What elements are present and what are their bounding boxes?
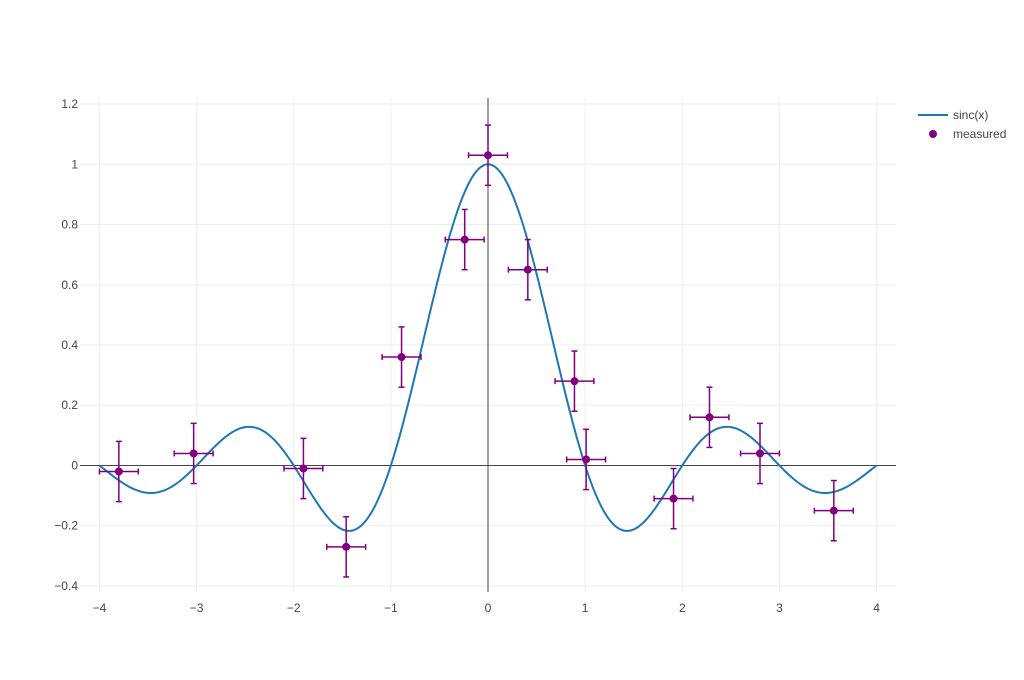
x-tick-label: 0	[485, 601, 492, 615]
data-marker	[669, 494, 678, 503]
x-tick-label: 4	[873, 601, 880, 615]
legend-label: sinc(x)	[953, 108, 988, 122]
data-point	[565, 428, 607, 491]
legend-item-sinc-x[interactable]: sinc(x)	[918, 108, 988, 122]
y-tick-label: 0.6	[61, 278, 78, 292]
x-tick-label: 2	[679, 601, 686, 615]
y-tick-label: 1.2	[61, 97, 78, 111]
y-tick-label: 0.8	[61, 218, 78, 232]
x-tick-label: 3	[776, 601, 783, 615]
x-tick-label: −2	[287, 601, 301, 615]
data-point	[173, 422, 214, 485]
data-marker	[460, 235, 469, 244]
x-tick-label: 1	[582, 601, 589, 615]
data-marker	[397, 353, 406, 362]
x-axis-ticks: −4 −3 −2 −1 0 1 2 3 4	[93, 601, 881, 615]
data-point	[381, 326, 422, 388]
data-marker	[570, 377, 579, 386]
data-marker	[756, 449, 764, 458]
x-tick-label: −3	[190, 601, 204, 615]
y-tick-label: −0.2	[54, 519, 78, 533]
data-marker	[705, 413, 714, 422]
series-layer	[98, 124, 878, 578]
y-tick-label: −0.4	[54, 579, 78, 593]
legend-label: measured	[953, 127, 1006, 141]
x-tick-label: −1	[384, 601, 398, 615]
data-marker	[484, 151, 492, 160]
data-point	[689, 386, 730, 449]
data-point	[739, 422, 781, 485]
data-point	[283, 437, 324, 500]
data-point	[813, 479, 855, 542]
y-tick-label: 1	[71, 157, 78, 171]
y-tick-label: 0.4	[61, 338, 78, 352]
data-point	[444, 208, 485, 271]
data-point	[325, 515, 367, 578]
legend[interactable]: sinc(x) measured	[918, 108, 1006, 141]
y-tick-label: 0	[71, 458, 78, 472]
data-marker	[582, 455, 591, 464]
y-axis-ticks: −0.4 −0.2 0 0.2 0.4 0.6 0.8 1 1.2	[54, 97, 78, 593]
data-marker	[523, 265, 532, 274]
data-marker	[114, 467, 123, 476]
legend-item-measured[interactable]: measured	[929, 127, 1006, 141]
data-point	[554, 350, 595, 413]
data-marker	[342, 542, 351, 551]
legend-marker-swatch	[929, 130, 937, 138]
data-point	[653, 467, 694, 530]
y-tick-label: 0.2	[61, 398, 78, 412]
data-point	[98, 440, 140, 503]
data-point	[507, 238, 549, 301]
data-marker	[299, 464, 308, 473]
data-point	[467, 124, 509, 187]
data-marker	[829, 506, 838, 515]
x-tick-label: −4	[93, 601, 107, 615]
data-marker	[189, 449, 198, 458]
